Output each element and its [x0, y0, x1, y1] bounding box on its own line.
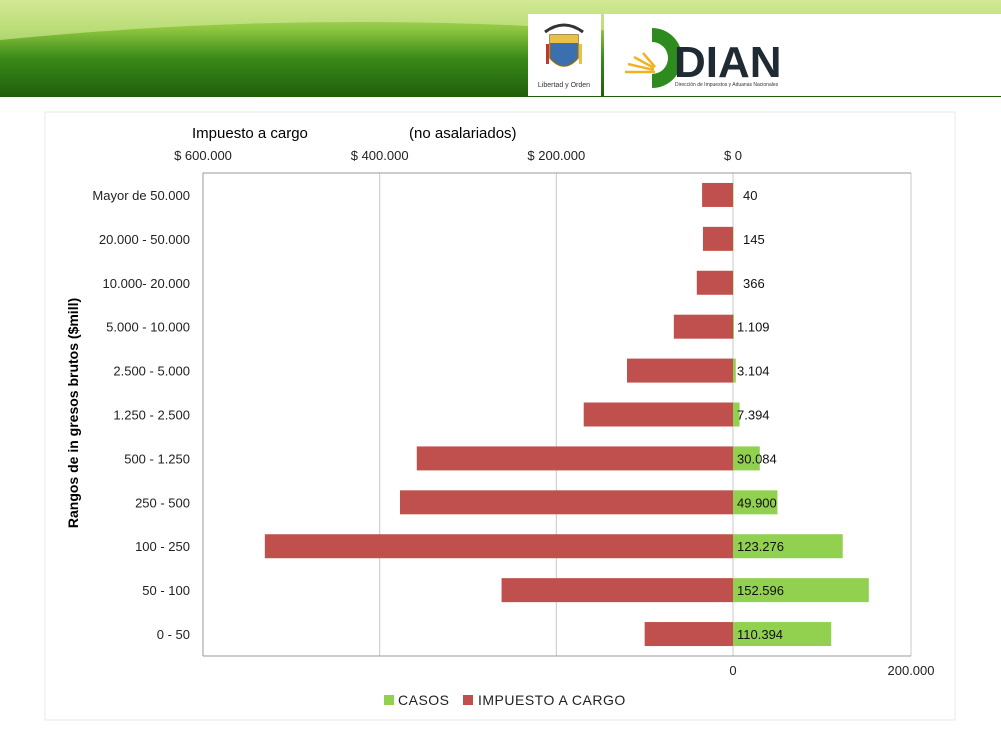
seal-caption: Libertad y Orden	[538, 82, 590, 89]
impuesto-bar	[627, 358, 733, 383]
casos-bar	[733, 270, 734, 295]
category-label: 50 - 100	[142, 583, 190, 598]
casos-data-label: 3.104	[737, 364, 770, 379]
casos-data-label: 49.900	[737, 495, 777, 510]
top-axis-tick-label: $ 400.000	[351, 148, 409, 163]
casos-bar	[733, 314, 734, 339]
casos-data-label: 366	[743, 276, 765, 291]
logo-subtitle: Dirección de Impuestos y Aduanas Naciona…	[675, 82, 779, 88]
casos-data-label: 30.084	[737, 451, 777, 466]
casos-bar	[733, 578, 869, 603]
casos-bar	[733, 534, 843, 559]
casos-data-label: 7.394	[737, 408, 770, 423]
category-label: 2.500 - 5.000	[113, 364, 190, 379]
category-label: 10.000- 20.000	[103, 276, 190, 291]
casos-data-label: 40	[743, 188, 757, 203]
casos-data-label: 145	[743, 232, 765, 247]
impuesto-bar	[416, 446, 733, 471]
casos-data-label: 110.394	[737, 627, 783, 642]
impuesto-bar	[399, 490, 733, 515]
casos-bar	[733, 226, 734, 251]
category-label: 250 - 500	[135, 495, 190, 510]
bottom-axis-tick-label: 0	[729, 663, 736, 678]
impuesto-bar	[583, 402, 733, 427]
impuesto-bar	[702, 182, 733, 207]
category-label: 20.000 - 50.000	[99, 232, 190, 247]
legend-impuesto-swatch	[463, 695, 473, 705]
chart-frame	[44, 111, 956, 721]
top-axis-tick-label: $ 0	[724, 148, 742, 163]
casos-bar	[733, 446, 760, 471]
casos-bar	[733, 622, 832, 647]
impuesto-bar	[702, 226, 733, 251]
category-label: 1.250 - 2.500	[113, 408, 190, 423]
legend-casos-swatch	[384, 695, 394, 705]
casos-data-label: 1.109	[737, 320, 770, 335]
casos-bar	[733, 490, 778, 515]
y-axis-label: Rangos de in gresos brutos ($mill)	[65, 298, 81, 528]
header-banner: Libertad y Orden DIAN Dirección de Impue…	[0, 0, 1001, 97]
impuesto-bar	[264, 534, 733, 559]
category-label: Mayor de 50.000	[92, 188, 190, 203]
impuesto-bar	[673, 314, 733, 339]
impuesto-bar	[501, 578, 733, 603]
casos-bar	[733, 182, 734, 207]
bottom-axis-tick-label: 200.000	[888, 663, 935, 678]
casos-data-label: 152.596	[737, 583, 784, 598]
casos-bar	[733, 402, 740, 427]
logo-text: DIAN	[674, 38, 782, 87]
legend-casos-label: CASOS	[398, 692, 450, 708]
legend: CASOS IMPUESTO A CARGO	[384, 692, 626, 708]
impuesto-bar	[696, 270, 733, 295]
dian-sun-icon	[625, 28, 682, 88]
category-label: 100 - 250	[135, 539, 190, 554]
chart-title-left: Impuesto a cargo	[192, 125, 308, 142]
impuesto-bar	[644, 622, 733, 647]
axes: $ 600.000 $ 400.000 $ 200.000 $ 0 0 200.000 Ma…	[92, 148, 934, 678]
bars: 40 145 366 1.109 3.104 7.394 30.084 49.900 123.2…	[264, 182, 869, 647]
category-label: 500 - 1.250	[124, 451, 190, 466]
top-axis-tick-label: $ 600.000	[174, 148, 232, 163]
header-banner-art: Libertad y Orden DIAN Dirección de Impue…	[0, 0, 1001, 97]
top-axis-tick-label: $ 200.000	[527, 148, 585, 163]
category-label: 0 - 50	[157, 627, 190, 642]
legend-impuesto-label: IMPUESTO A CARGO	[478, 692, 626, 708]
chart-title-right: (no asalariados)	[409, 125, 517, 142]
category-label: 5.000 - 10.000	[106, 320, 190, 335]
casos-bar	[733, 358, 736, 383]
coat-of-arms-icon	[544, 23, 584, 67]
casos-data-label: 123.276	[737, 539, 784, 554]
